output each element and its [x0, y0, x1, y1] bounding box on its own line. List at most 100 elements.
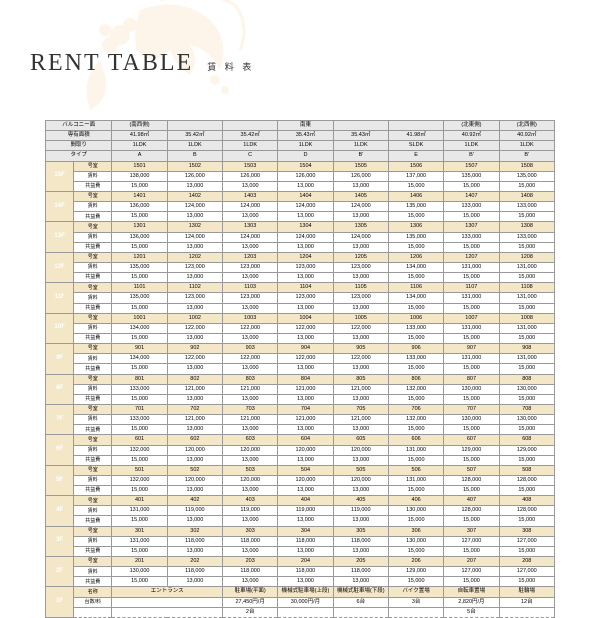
fee-cell: 15,000: [388, 364, 443, 374]
header-cell: B': [444, 151, 499, 161]
room-cell: 502: [167, 465, 222, 475]
cell: 12台: [499, 597, 554, 607]
room-cell: 706: [388, 404, 443, 414]
fee-cell: 15,000: [112, 303, 167, 313]
rent-cell: 124,000: [223, 202, 278, 212]
header-cell: タイプ: [46, 151, 112, 161]
room-cell: 1506: [388, 161, 443, 171]
room-cell: 1501: [112, 161, 167, 171]
room-cell: 401: [112, 496, 167, 506]
rent-cell: 119,000: [333, 506, 388, 516]
room-cell: 407: [444, 496, 499, 506]
cell: [112, 607, 223, 617]
fee-cell: 13,000: [333, 273, 388, 283]
fee-cell: 13,000: [278, 516, 333, 526]
fee-cell: 15,000: [388, 425, 443, 435]
room-cell: 1305: [333, 222, 388, 232]
header-cell: 41.98㎡: [112, 131, 167, 141]
fee-cell: 15,000: [112, 364, 167, 374]
header-cell: (北東側): [444, 121, 499, 131]
room-cell: 1502: [167, 161, 222, 171]
fee-cell: 15,000: [388, 394, 443, 404]
fee-cell: 13,000: [223, 546, 278, 556]
room-cell: 803: [223, 374, 278, 384]
rent-cell: 121,000: [167, 384, 222, 394]
room-cell: 508: [499, 465, 554, 475]
rent-cell: 123,000: [223, 293, 278, 303]
rent-cell: 119,000: [278, 506, 333, 516]
room-cell: 1201: [112, 252, 167, 262]
room-cell: 605: [333, 435, 388, 445]
header-cell: [333, 121, 388, 131]
cell: 台数/料: [74, 597, 112, 607]
label-cell: 共益費: [74, 425, 112, 435]
fee-cell: 13,000: [333, 577, 388, 587]
label-cell: 賃料: [74, 232, 112, 242]
room-cell: 1108: [499, 283, 554, 293]
fee-cell: 15,000: [499, 425, 554, 435]
room-cell: 204: [278, 557, 333, 567]
rent-cell: 128,000: [499, 475, 554, 485]
fee-cell: 15,000: [444, 394, 499, 404]
label-cell: 賃料: [74, 262, 112, 272]
room-cell: 707: [444, 404, 499, 414]
room-cell: 1208: [499, 252, 554, 262]
room-cell: 505: [333, 465, 388, 475]
rent-cell: 120,000: [167, 475, 222, 485]
fee-cell: 13,000: [278, 273, 333, 283]
fee-cell: 15,000: [444, 273, 499, 283]
header-cell: 間取り: [46, 141, 112, 151]
room-cell: 602: [167, 435, 222, 445]
rent-cell: 127,000: [499, 567, 554, 577]
label-cell: 号室: [74, 252, 112, 262]
fee-cell: 15,000: [112, 333, 167, 343]
header-cell: 1LDK: [167, 141, 222, 151]
rent-cell: 138,000: [112, 171, 167, 181]
cell: 5台: [444, 607, 499, 617]
header-cell: B': [499, 151, 554, 161]
rent-cell: 124,000: [278, 202, 333, 212]
header-cell: B': [333, 151, 388, 161]
room-cell: 807: [444, 374, 499, 384]
room-cell: 402: [167, 496, 222, 506]
rent-cell: 124,000: [333, 202, 388, 212]
room-cell: 1101: [112, 283, 167, 293]
header-cell: SLDK: [388, 141, 443, 151]
rent-cell: 124,000: [333, 232, 388, 242]
room-cell: 907: [444, 344, 499, 354]
floor-cell: 10F: [46, 313, 74, 343]
fee-cell: 13,000: [223, 212, 278, 222]
room-cell: 501: [112, 465, 167, 475]
room-cell: 1105: [333, 283, 388, 293]
rent-cell: 121,000: [278, 415, 333, 425]
floor-cell: 11F: [46, 283, 74, 313]
fee-cell: 15,000: [499, 577, 554, 587]
cell: [278, 607, 333, 617]
rent-cell: 133,000: [112, 415, 167, 425]
room-cell: 1404: [278, 191, 333, 201]
rent-cell: 131,000: [444, 293, 499, 303]
rent-cell: 118,000: [167, 536, 222, 546]
fee-cell: 15,000: [444, 577, 499, 587]
room-cell: 801: [112, 374, 167, 384]
room-cell: 507: [444, 465, 499, 475]
fee-cell: 13,000: [167, 516, 222, 526]
rent-cell: 136,000: [112, 202, 167, 212]
room-cell: 1107: [444, 283, 499, 293]
rent-cell: 121,000: [333, 384, 388, 394]
rent-cell: 120,000: [333, 475, 388, 485]
fee-cell: 15,000: [388, 303, 443, 313]
fee-cell: 13,000: [167, 212, 222, 222]
title-block: RENT TABLE 賃 料 表: [30, 50, 254, 77]
fee-cell: 15,000: [444, 242, 499, 252]
header-cell: 1LDK: [333, 141, 388, 151]
rent-cell: 122,000: [278, 323, 333, 333]
fee-cell: 15,000: [112, 425, 167, 435]
cell: [388, 607, 443, 617]
rent-cell: 135,000: [388, 202, 443, 212]
rent-cell: 120,000: [333, 445, 388, 455]
fee-cell: 15,000: [112, 516, 167, 526]
rent-cell: 123,000: [333, 293, 388, 303]
label-cell: 賃料: [74, 536, 112, 546]
rent-cell: 131,000: [499, 293, 554, 303]
